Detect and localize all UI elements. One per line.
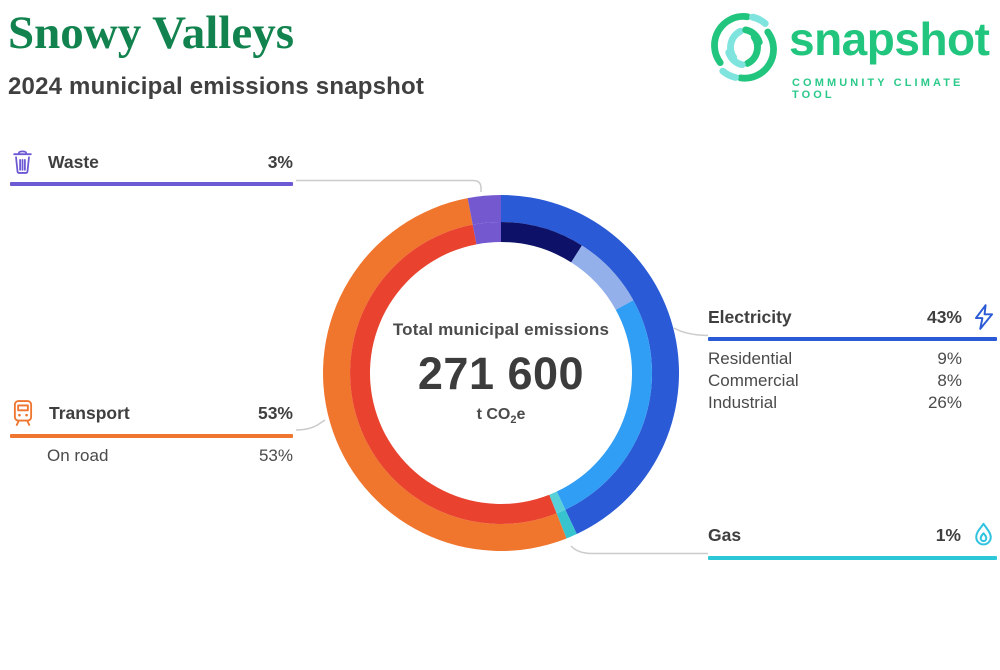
donut-rings (323, 195, 680, 551)
onroad-value: 53% (258, 445, 293, 465)
page-title: Snowy Valleys (8, 7, 295, 59)
transport-rule (10, 434, 293, 438)
commercial-value: 8% (937, 370, 962, 390)
sector-electricity: Electricity 43% Residential 9% Commercia… (708, 303, 997, 414)
gas-label: Gas (708, 525, 742, 545)
total-emissions-unit: t CO2e (476, 405, 526, 427)
industrial-value: 26% (927, 392, 962, 412)
commercial-label: Commercial (708, 370, 799, 390)
waste-label: Waste (48, 151, 99, 172)
transport-label: Transport (49, 402, 130, 423)
residential-label: Residential (708, 348, 793, 368)
tram-icon (10, 398, 36, 428)
electricity-value: 43% (926, 306, 962, 327)
sector-waste: Waste 3% (10, 148, 293, 186)
total-emissions-label: Total municipal emissions (392, 319, 610, 339)
industrial-label: Industrial (708, 392, 777, 412)
sector-transport: Transport 53% On road 53% (10, 398, 293, 467)
bolt-icon (971, 303, 997, 331)
onroad-label: On road (47, 445, 109, 465)
emissions-donut-chart: Total municipal emissions 271 600 t CO2e (323, 195, 680, 551)
snapshot-wordmark: snapshot (789, 13, 990, 65)
gas-value: 1% (935, 525, 961, 545)
trash-icon (10, 148, 35, 176)
gas-rule (708, 556, 997, 560)
snapshot-tagline: COMMUNITY CLIMATE TOOL (792, 77, 964, 101)
sector-gas: Gas 1% (708, 521, 997, 560)
electricity-sub-commercial: Commercial 8% (708, 370, 997, 392)
electricity-sub-industrial: Industrial 26% (708, 392, 997, 414)
page-subtitle: 2024 municipal emissions snapshot (8, 73, 425, 100)
transport-sub-onroad: On road 53% (10, 445, 293, 467)
flame-icon (970, 521, 997, 550)
residential-value: 9% (937, 348, 962, 368)
donut-center: Total municipal emissions 271 600 t CO2e (323, 195, 679, 551)
electricity-label: Electricity (708, 306, 792, 327)
transport-value: 53% (257, 402, 293, 423)
electricity-rule (708, 337, 997, 341)
waste-rule (10, 182, 293, 186)
total-emissions-value: 271 600 (417, 347, 585, 399)
electricity-sub-residential: Residential 9% (708, 348, 997, 370)
snapshot-logo-icon (710, 2, 778, 101)
waste-value: 3% (267, 151, 293, 172)
